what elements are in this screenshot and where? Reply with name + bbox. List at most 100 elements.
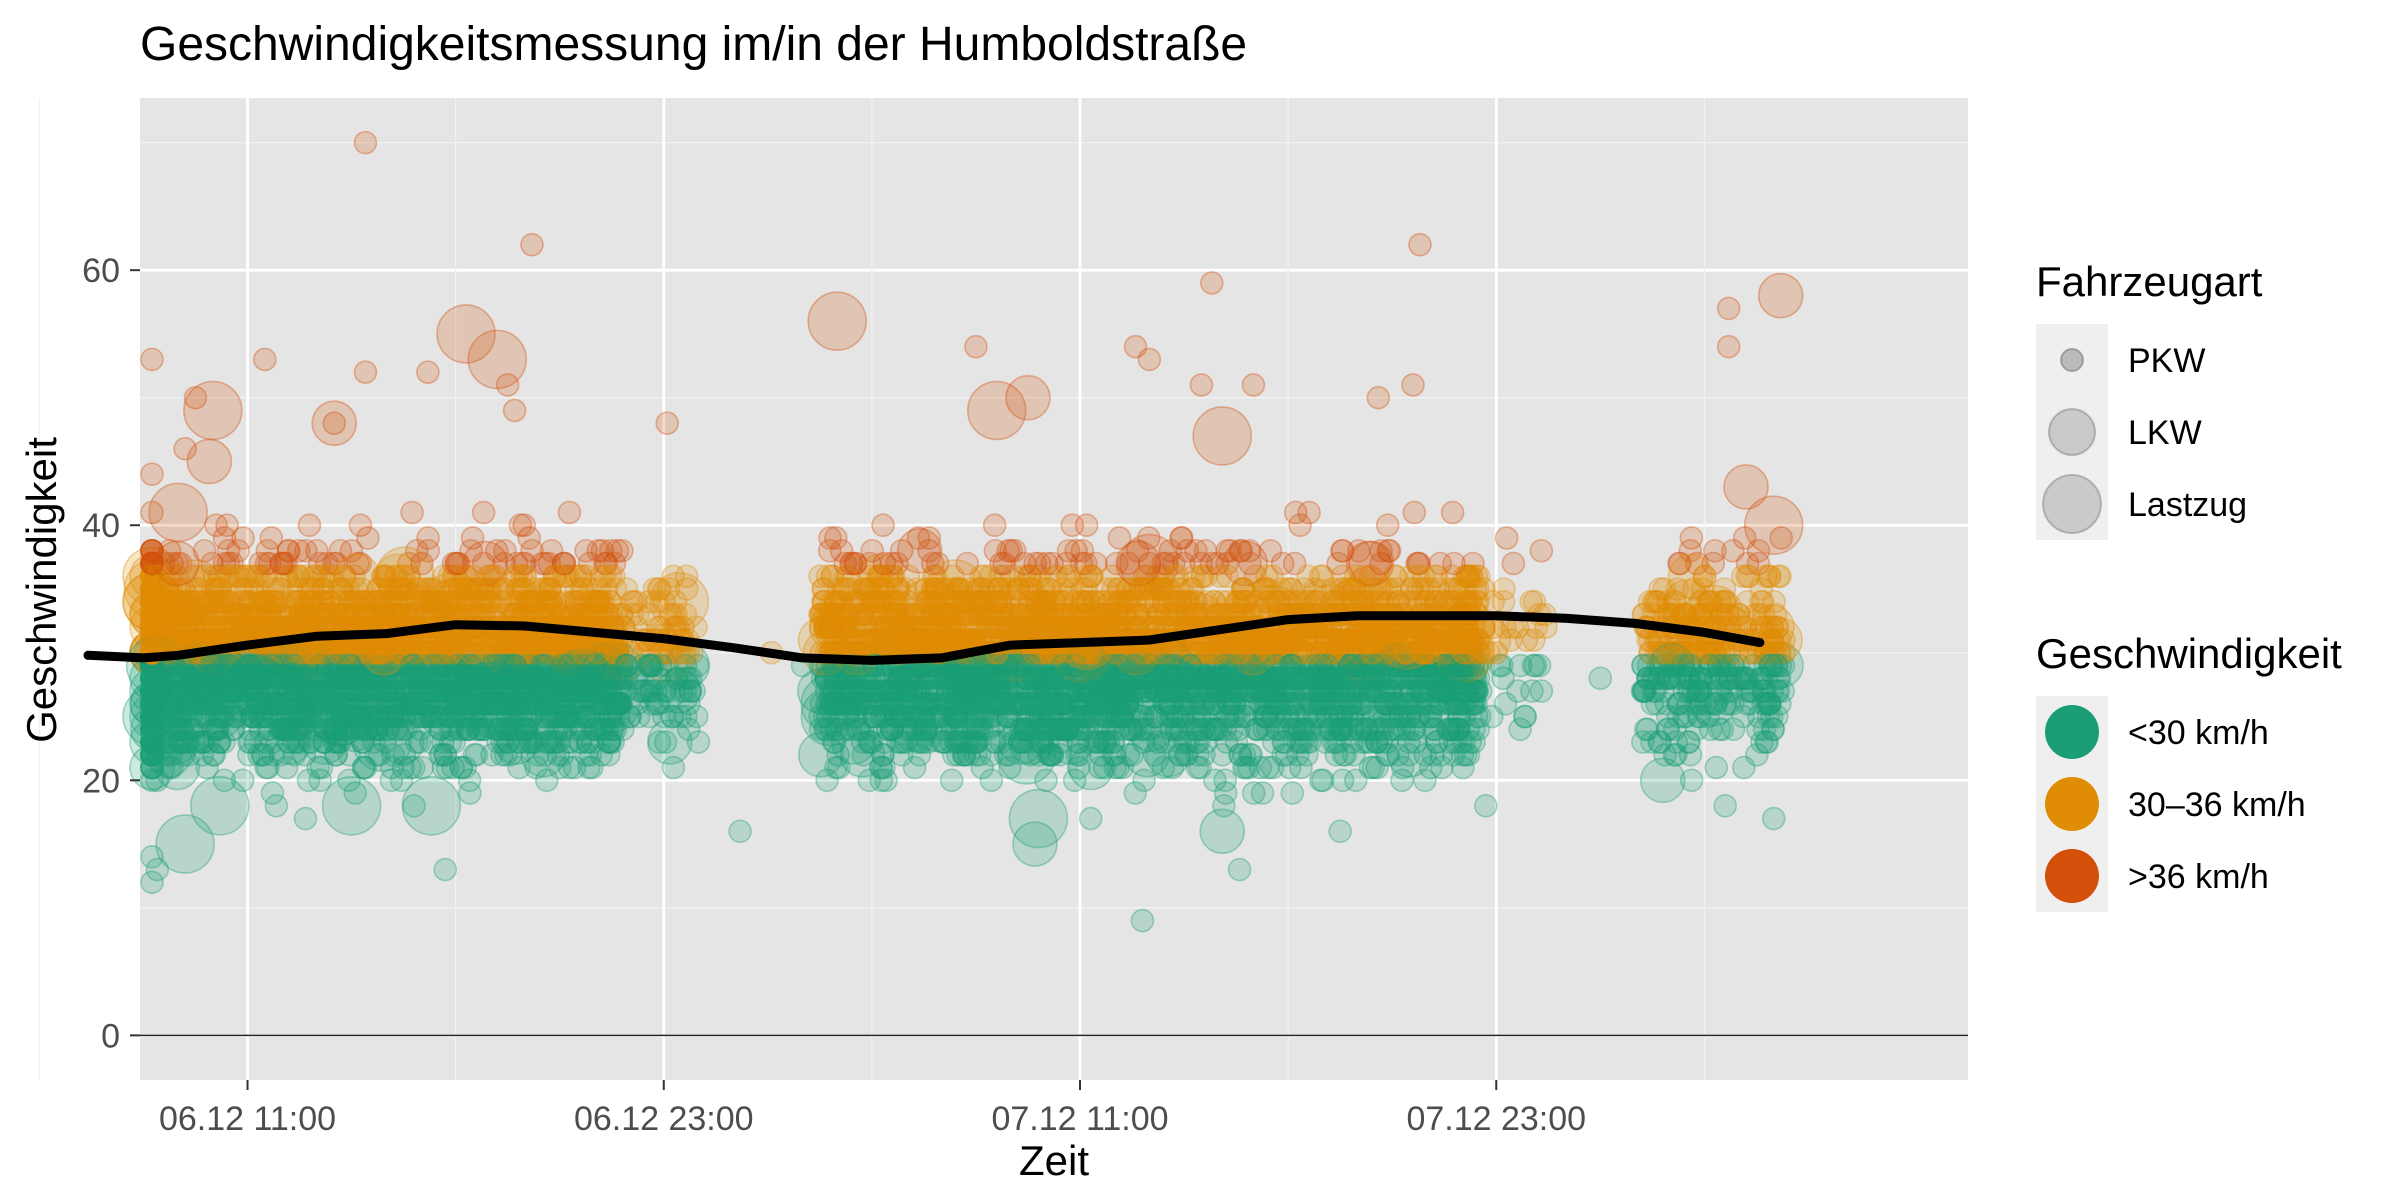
data-point: [581, 679, 606, 703]
data-point: [512, 513, 537, 538]
data-point: [204, 704, 228, 729]
data-point: [449, 704, 474, 729]
data-point: [140, 589, 164, 614]
data-point: [146, 628, 171, 652]
data-point: [342, 653, 367, 678]
data-point: [478, 679, 502, 703]
data-point: [220, 653, 245, 678]
data-point: [385, 640, 410, 665]
data-point: [416, 679, 441, 703]
data-point: [390, 589, 415, 614]
data-point: [390, 679, 414, 703]
data-point: [228, 589, 253, 614]
data-point: [495, 691, 520, 716]
data-point: [340, 679, 365, 703]
data-point: [447, 679, 471, 703]
data-point: [636, 653, 661, 678]
data-point: [418, 704, 443, 729]
data-point: [493, 538, 517, 563]
data-point: [567, 666, 591, 691]
data-point: [514, 679, 539, 703]
data-point: [432, 640, 457, 665]
data-point: [549, 691, 574, 716]
data-point: [456, 640, 481, 665]
data-point: [311, 589, 335, 614]
data-point: [214, 615, 239, 640]
data-point: [614, 577, 639, 601]
data-point: [293, 806, 318, 831]
data-point: [140, 602, 164, 627]
data-point: [164, 679, 188, 703]
data-point: [140, 628, 164, 652]
data-point: [414, 589, 438, 614]
data-point: [365, 717, 389, 742]
data-point: [145, 768, 170, 793]
data-point: [364, 679, 389, 703]
data-point: [555, 666, 580, 691]
data-point: [427, 717, 452, 742]
data-point: [260, 589, 285, 614]
data-point: [140, 628, 164, 652]
data-point: [260, 730, 285, 754]
data-point: [337, 589, 362, 614]
data-point: [233, 679, 258, 703]
data-point: [580, 673, 641, 734]
data-point: [472, 640, 497, 665]
data-point: [435, 755, 460, 780]
data-point: [478, 577, 502, 601]
data-point: [269, 551, 293, 576]
data-point: [337, 742, 361, 767]
data-point: [438, 730, 463, 754]
data-point: [324, 730, 349, 754]
data-point: [204, 513, 228, 538]
data-point: [238, 666, 262, 691]
data-point: [140, 615, 164, 640]
data-point: [386, 602, 411, 627]
data-point: [607, 653, 632, 678]
data-point: [362, 640, 386, 665]
data-point: [425, 640, 450, 665]
data-point: [493, 717, 517, 742]
data-point: [297, 513, 322, 538]
data-point: [284, 691, 309, 716]
data-point: [140, 691, 164, 716]
data-point: [438, 717, 463, 742]
data-point: [548, 717, 573, 742]
data-point: [534, 704, 559, 729]
data-point: [190, 589, 214, 614]
data-point: [366, 577, 391, 601]
data-point: [565, 589, 590, 614]
data-point: [204, 653, 228, 678]
data-point: [168, 704, 193, 729]
data-point: [411, 640, 436, 665]
data-point: [508, 704, 533, 729]
data-point: [423, 640, 448, 665]
data-point: [642, 577, 667, 601]
data-point: [611, 666, 636, 691]
data-point: [140, 679, 164, 703]
data-point: [569, 653, 594, 678]
data-point: [573, 666, 598, 691]
data-point: [248, 717, 273, 742]
data-point: [408, 691, 432, 716]
data-point: [140, 538, 164, 563]
data-point: [551, 564, 576, 589]
data-point: [149, 602, 174, 627]
data-point: [402, 666, 427, 691]
data-point: [304, 704, 329, 729]
data-point: [547, 679, 571, 703]
data-point: [175, 589, 199, 614]
data-point: [525, 653, 549, 678]
data-point: [140, 691, 164, 716]
data-point: [444, 691, 468, 716]
data-point: [518, 589, 543, 614]
data-point: [513, 640, 538, 665]
data-point: [436, 653, 461, 678]
data-point: [392, 704, 417, 729]
data-point: [471, 679, 495, 703]
data-point: [492, 666, 516, 691]
data-point: [373, 666, 398, 691]
data-point: [357, 679, 382, 703]
data-point: [461, 691, 486, 716]
data-point: [558, 679, 582, 703]
